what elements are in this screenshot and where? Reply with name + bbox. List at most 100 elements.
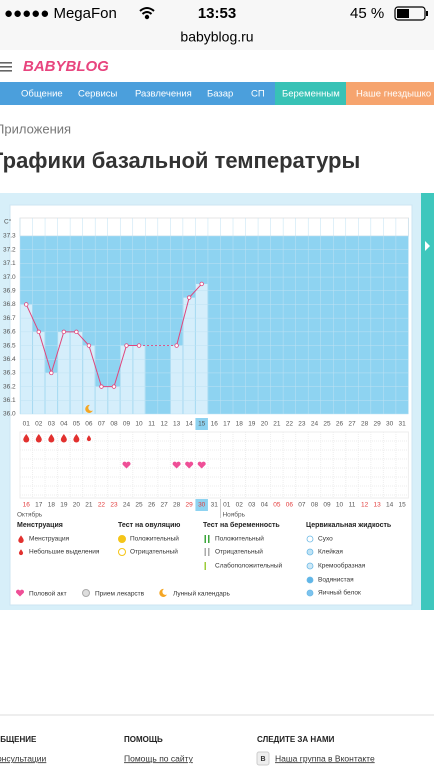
lunar-icon (85, 404, 93, 413)
x-tick-label: 19 (248, 421, 256, 428)
nav-item[interactable]: СП (251, 89, 265, 100)
x-tick-label: 05 (73, 421, 81, 428)
bleeding-icon (60, 434, 67, 443)
legend-item: Яичный белок (318, 589, 361, 597)
footer-title: СЛЕДИТЕ ЗА НАМИ (257, 735, 335, 744)
date-label: 04 (261, 502, 269, 509)
x-tick-label: 03 (48, 421, 56, 428)
legend-icon (306, 589, 314, 597)
point (136, 343, 142, 348)
bar (170, 345, 183, 414)
point (174, 343, 179, 348)
point (49, 370, 54, 376)
today-highlight (195, 418, 208, 430)
y-unit-label: C° (4, 218, 12, 226)
date-label: 11 (349, 502, 356, 509)
side-strip[interactable] (421, 193, 434, 610)
x-tick-label: 28 (361, 421, 369, 428)
battery-icon (394, 6, 426, 21)
legend-icon (306, 548, 314, 556)
url[interactable]: babyblog.ru (180, 29, 253, 45)
legend-icon (159, 588, 167, 597)
legend-icon (306, 535, 314, 543)
nav-tab-nest (346, 82, 434, 105)
intercourse-icon (185, 461, 194, 469)
date-label: 12 (361, 502, 369, 509)
y-tick-label: 36.8 (3, 301, 16, 308)
time: 13:53 (198, 5, 236, 22)
bleeding-icon (73, 434, 80, 443)
date-label: 16 (23, 502, 31, 509)
y-tick-label: 37.0 (3, 274, 16, 281)
point (124, 343, 129, 348)
legend-group-title: Цервикальная жидкость (306, 522, 392, 529)
bar (195, 283, 208, 414)
footer-link[interactable]: Консультации (0, 753, 47, 763)
legend-icon (15, 589, 25, 597)
header (0, 50, 434, 82)
y-tick-label: 36.1 (3, 397, 16, 404)
legend-icon (204, 548, 206, 556)
date-label: 18 (48, 502, 56, 509)
legend-group-title: Тест на овуляцию (118, 522, 180, 529)
footer-link[interactable]: Помощь по сайту (124, 753, 194, 763)
x-tick-label: 09 (123, 421, 131, 428)
nav: Общение Сервисы Развлечения Базар СП Беременн… (21, 89, 431, 100)
x-tick-label: 01 (23, 421, 31, 428)
bar (83, 345, 95, 414)
date-label: 03 (248, 502, 256, 509)
nav-item[interactable]: Развлечения (135, 89, 192, 100)
side-arrow[interactable] (425, 241, 430, 251)
y-tick-label: 36.4 (3, 356, 16, 363)
wifi-icon (139, 7, 155, 20)
point (74, 329, 79, 335)
footer-link[interactable]: Наша группа в Вконтакте (275, 753, 375, 763)
vk-icon[interactable]: B (260, 756, 265, 763)
date-label: 17 (35, 502, 43, 509)
y-tick-label: 37.2 (3, 246, 16, 253)
x-tick-label: 04 (60, 421, 68, 428)
x-tick-label: 27 (348, 421, 356, 428)
legend-item: Клейкая (318, 548, 343, 556)
x-tick-label: 16 (211, 421, 219, 428)
legend-icon (306, 562, 314, 570)
nav-item[interactable]: Беременным (282, 89, 340, 100)
point (61, 329, 67, 335)
plot-top-area (19, 217, 409, 237)
date-label: 28 (173, 502, 181, 509)
legend-item: Отрицательный (130, 548, 178, 556)
date-label: 10 (336, 502, 344, 509)
y-tick-label: 36.5 (3, 342, 16, 349)
date-label: 30 (198, 502, 206, 509)
legend-item: Сухо (318, 536, 333, 543)
month-label: Октябрь (17, 511, 43, 519)
menu-icon[interactable] (0, 62, 12, 72)
page-title: Графики базальной температуры (0, 148, 360, 173)
bleeding-icon (48, 434, 55, 443)
date-label: 09 (323, 502, 331, 509)
nav-item[interactable]: Общение (21, 89, 63, 100)
point (24, 302, 29, 307)
battery-text: 45 % (350, 5, 384, 22)
nav-item[interactable]: Базар (207, 89, 233, 100)
x-tick-label: 07 (98, 421, 106, 428)
date-label: 31 (211, 502, 219, 509)
date-label: 19 (60, 502, 68, 509)
legend-icon (18, 549, 24, 556)
legend-icon (204, 535, 206, 543)
logo[interactable]: BABYBLOG (23, 58, 109, 75)
nav-item[interactable]: Наше гнездышко (356, 89, 431, 100)
month-label: Ноябрь (222, 511, 245, 519)
date-label: 21 (85, 502, 93, 509)
date-label: 01 (223, 502, 231, 509)
vk-icon-box[interactable] (256, 751, 270, 766)
legend-item: Водянистая (318, 577, 354, 584)
nav-item[interactable]: Сервисы (78, 89, 118, 100)
footer: ОБЩЕНИЕ Консультации ПОМОЩЬ Помощь по сайту… (0, 735, 375, 766)
legend-icon (118, 548, 126, 556)
breadcrumb[interactable]: Приложения (0, 121, 71, 136)
x-tick-label: 25 (323, 421, 331, 428)
y-tick-label: 37.1 (3, 260, 16, 267)
battery-level (397, 9, 409, 18)
